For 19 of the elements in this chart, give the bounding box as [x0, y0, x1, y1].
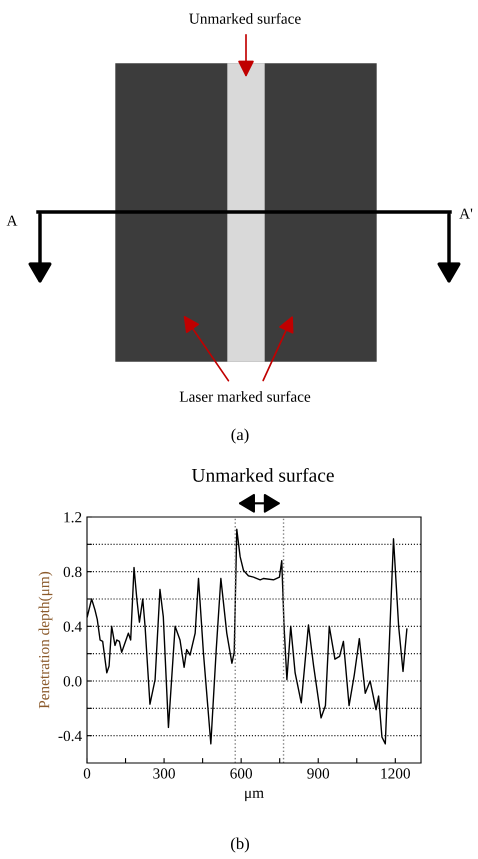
text: Unmarked surface	[189, 12, 301, 24]
x-tick-label: 300	[153, 768, 175, 779]
text: (b)	[231, 837, 249, 853]
text: A'	[459, 208, 472, 219]
x-tick-label: 0	[84, 768, 90, 779]
x-tick-label: 1200	[381, 768, 410, 779]
y-axis-title: Penetration depth(μm)	[38, 572, 52, 708]
y-tick-label: 0.8	[64, 566, 82, 578]
y-tick-label: 1.2	[64, 512, 82, 523]
text: (a)	[231, 428, 249, 444]
x-tick-label: 900	[307, 768, 330, 779]
y-tick-label: -0.4	[58, 730, 82, 742]
y-tick-label: 0.4	[64, 621, 82, 632]
text: Unmarked surface	[192, 468, 334, 482]
x-tick-label: 600	[230, 768, 252, 779]
x-axis-title: μm	[245, 790, 264, 802]
text: Laser marked surface	[180, 390, 310, 402]
text: A	[6, 216, 18, 226]
y-tick-label: 0.0	[64, 676, 82, 687]
